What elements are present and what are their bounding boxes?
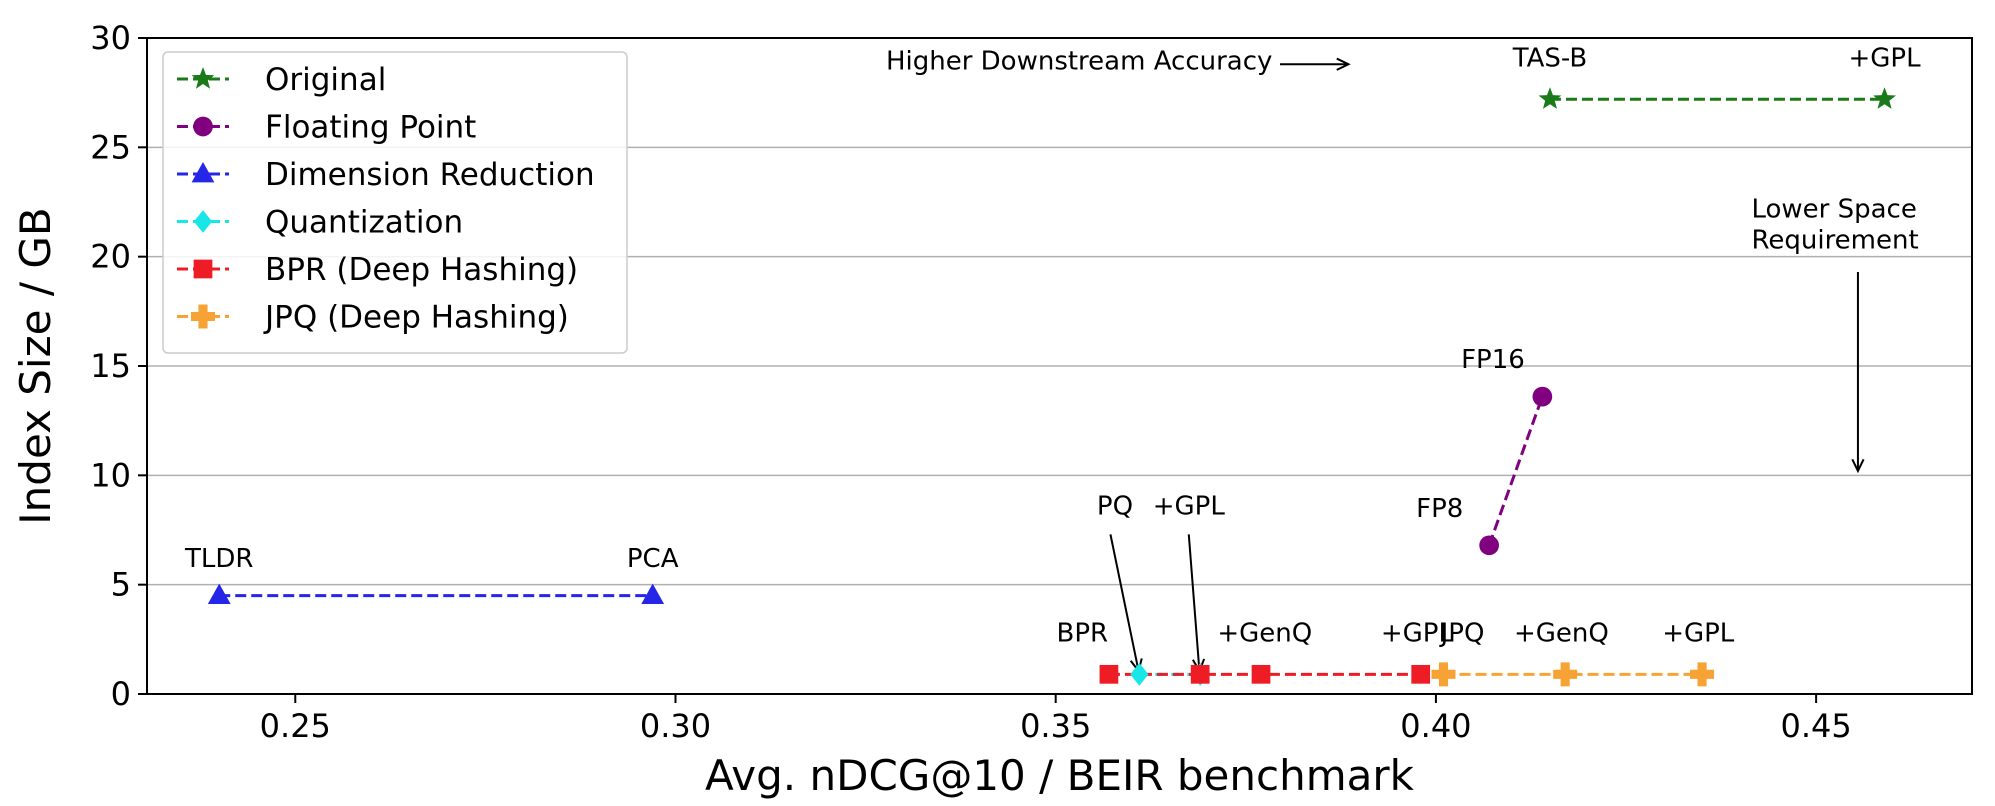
legend-marker-bpr-deep-hashing	[193, 259, 213, 279]
x-tick-label: 0.30	[640, 707, 711, 745]
annotation-arrow-head	[1336, 57, 1351, 71]
pointer-arrow-shaft	[1187, 534, 1201, 672]
point-label: FP8	[1416, 494, 1463, 524]
y-tick-label: 20	[90, 238, 131, 276]
point-label: +GPL	[1381, 619, 1454, 649]
legend-marker-quantization	[193, 210, 213, 233]
legend-marker-floating-point	[193, 116, 213, 137]
pointer-arrow-shaft	[1109, 534, 1140, 672]
series-lines	[219, 97, 1885, 676]
data-point-jpq-deep-hashing	[1690, 662, 1715, 687]
annotation-line: Lower Space	[1751, 194, 1916, 224]
annotation-arrow-head	[1851, 458, 1865, 474]
legend-box	[162, 51, 628, 354]
point-label: +GPL	[1153, 492, 1226, 522]
y-tick-label: 15	[90, 347, 131, 385]
point-label: BPR	[1057, 619, 1109, 649]
x-tick-label: 0.35	[1020, 707, 1091, 745]
pointer-arrow	[1109, 534, 1143, 674]
point-label: TAS-B	[1512, 43, 1587, 73]
y-axis-label: Index Size / GB	[11, 207, 60, 524]
point-label: +GPL	[1662, 619, 1735, 649]
data-point-dimension-reduction	[641, 583, 665, 604]
legend-label: JPQ (Deep Hashing)	[263, 300, 569, 336]
data-point-jpq-deep-hashing	[1553, 662, 1578, 687]
legend-label: Original	[265, 62, 386, 98]
data-point-floating-point	[1532, 386, 1553, 407]
data-point-bpr-deep-hashing	[1190, 664, 1210, 684]
point-label: TLDR	[184, 544, 253, 574]
point-label: FP16	[1461, 345, 1525, 375]
point-label: PQ	[1097, 492, 1133, 522]
point-labels: TAS-B +GPL FP16 FP8 TLDR PCA PQ +GPL BPR +GenQ +GP…	[184, 43, 1921, 648]
point-label: JPQ	[1439, 619, 1485, 649]
data-point-original	[1873, 87, 1896, 109]
legend-marker-dimension-reduction	[191, 162, 215, 183]
data-point-quantization	[1130, 662, 1149, 686]
annotation-line: Higher Downstream Accuracy	[886, 47, 1272, 77]
data-point-jpq-deep-hashing	[1431, 662, 1456, 687]
y-tick-label: 25	[90, 128, 131, 166]
helper-arrows	[1109, 534, 1206, 674]
axis-ticks: 0.25 0.30 0.35 0.40 0.45 0 5 10 15 20 25 30	[90, 19, 1851, 745]
annotation-arrow	[1280, 57, 1351, 71]
y-tick-label: 0	[111, 675, 131, 713]
annotation-text: Lower Space Requirement	[1751, 194, 1918, 255]
x-tick-label: 0.25	[260, 707, 331, 745]
point-label: PCA	[627, 544, 679, 574]
legend-label: Dimension Reduction	[265, 157, 595, 193]
annotations: Higher Downstream Accuracy Lower Space Req…	[886, 47, 1919, 474]
legend-label: Quantization	[265, 205, 463, 241]
legend-label: BPR (Deep Hashing)	[265, 252, 578, 288]
annotation-arrow	[1851, 271, 1865, 474]
y-tick-label: 5	[111, 566, 131, 604]
y-tick-label: 10	[90, 456, 131, 494]
data-point-bpr-deep-hashing	[1411, 664, 1431, 684]
x-axis-label: Avg. nDCG@10 / BEIR benchmark	[705, 751, 1415, 800]
x-tick-label: 0.40	[1400, 707, 1471, 745]
markers	[207, 87, 1896, 687]
data-point-bpr-deep-hashing	[1251, 664, 1271, 684]
data-point-dimension-reduction	[207, 583, 231, 604]
series-line-floating-point	[1487, 396, 1544, 546]
data-point-floating-point	[1479, 535, 1499, 556]
point-label: +GenQ	[1217, 619, 1312, 649]
annotation-text: Higher Downstream Accuracy	[886, 47, 1272, 77]
data-point-original	[1538, 87, 1562, 109]
y-tick-label: 30	[90, 19, 131, 57]
pointer-arrow	[1187, 534, 1206, 674]
point-label: +GPL	[1848, 43, 1921, 73]
point-label: +GenQ	[1514, 619, 1609, 649]
legend: Original Floating Point Dimension Reductio…	[162, 51, 628, 354]
data-point-bpr-deep-hashing	[1099, 664, 1119, 684]
legend-label: Floating Point	[265, 110, 476, 146]
legend-marker-jpq-deep-hashing	[191, 304, 215, 329]
annotation-line: Requirement	[1751, 225, 1918, 255]
x-tick-label: 0.45	[1780, 707, 1851, 745]
legend-marker-original	[191, 67, 215, 89]
